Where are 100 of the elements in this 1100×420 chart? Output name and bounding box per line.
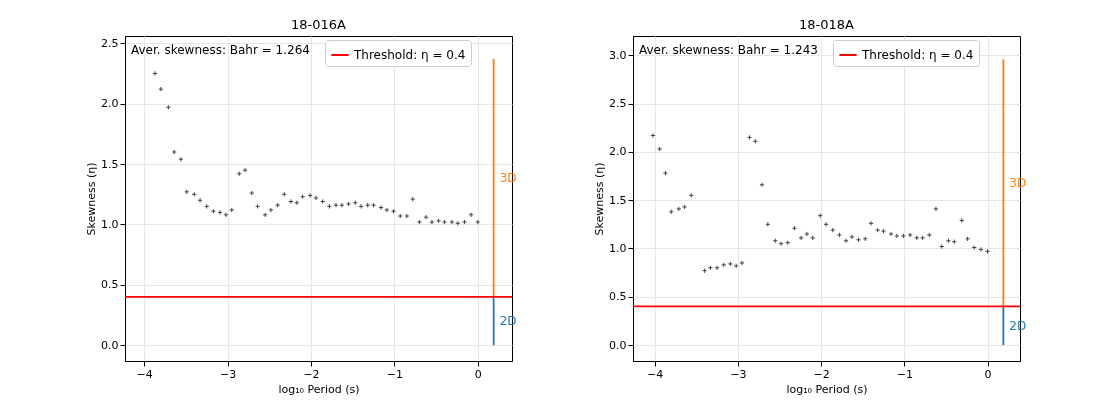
point [707, 265, 714, 271]
point [733, 263, 739, 269]
point [900, 233, 907, 239]
point [810, 235, 816, 241]
x-tick-label: −1 [896, 367, 913, 381]
y-tick-label: 2.5 [101, 36, 119, 50]
point [971, 244, 977, 251]
point [254, 203, 261, 209]
y-tick-label: 2.0 [101, 97, 119, 111]
point [184, 189, 190, 195]
x-tick-label: −4 [136, 367, 153, 381]
point [370, 202, 377, 208]
legend-label: Threshold: η = 0.4 [861, 48, 974, 62]
point [358, 203, 364, 209]
point [875, 227, 881, 233]
point [714, 265, 720, 271]
annotation: Aver. skewness: Bahr = 1.264 [131, 43, 310, 57]
point [320, 198, 326, 205]
point [933, 206, 939, 212]
point [888, 231, 894, 237]
point [843, 238, 849, 244]
point [964, 236, 971, 242]
annotation: Aver. skewness: Bahr = 1.243 [639, 43, 818, 57]
point [468, 212, 474, 218]
point [926, 232, 932, 238]
x-tick-label: −2 [303, 367, 320, 381]
point [288, 198, 294, 205]
point [855, 237, 862, 243]
point [345, 201, 352, 207]
y-tick-label: 2.0 [609, 145, 627, 159]
point [778, 241, 784, 247]
point [868, 220, 874, 226]
point [158, 86, 164, 92]
point [268, 207, 274, 213]
point [416, 219, 423, 225]
point [397, 213, 403, 219]
x-tick-label: −3 [730, 367, 747, 381]
point [223, 212, 229, 218]
point [217, 209, 223, 216]
point [242, 167, 248, 173]
point [210, 208, 217, 214]
x-tick-label: −2 [813, 367, 830, 381]
y-tick-label: 1.0 [101, 217, 119, 231]
point [721, 262, 727, 268]
y-tick-label: 2.5 [609, 97, 627, 111]
point [823, 221, 829, 227]
y-tick-label: 0.5 [101, 278, 119, 292]
point [681, 204, 688, 210]
point [307, 192, 313, 199]
point [959, 217, 965, 224]
point [339, 202, 345, 208]
point [849, 234, 855, 240]
x-tick-label: −3 [219, 367, 237, 381]
y-tick-label: 1.5 [609, 193, 627, 207]
point [441, 219, 448, 225]
point [275, 202, 281, 208]
x-tick-label: 0 [474, 367, 482, 381]
point [907, 232, 913, 238]
y-axis-title: Skewness (η) [593, 162, 607, 236]
point [657, 146, 663, 152]
point [880, 228, 887, 234]
point [945, 238, 952, 244]
point [475, 219, 481, 225]
point [435, 218, 442, 224]
y-tick-label: 1.5 [101, 157, 119, 171]
point [378, 204, 384, 211]
y-tick-label: 1.0 [609, 241, 627, 255]
point [939, 243, 945, 250]
point [249, 190, 255, 196]
chart-title: 18-016A [291, 17, 347, 32]
point [384, 207, 390, 213]
y-tick-label: 0.0 [609, 338, 627, 352]
x-tick-label: −1 [386, 367, 404, 381]
point [229, 207, 235, 213]
point [178, 156, 184, 162]
point [836, 232, 843, 238]
point [804, 231, 810, 237]
chart-title: 18-018A [799, 17, 855, 32]
point [650, 132, 656, 139]
point [830, 227, 836, 233]
point [390, 208, 397, 214]
point [791, 225, 798, 231]
point [676, 206, 682, 212]
x-tick-label: 0 [984, 367, 992, 381]
x-axis-title: log₁₀ Period (s) [278, 382, 360, 396]
point [449, 219, 455, 225]
point [197, 197, 203, 203]
point [914, 235, 920, 241]
point [746, 134, 753, 141]
point [262, 212, 268, 218]
point [984, 248, 991, 254]
point [798, 235, 804, 241]
point [171, 149, 177, 155]
y-axis-title: Skewness (η) [85, 162, 99, 236]
y-tick-label: 0.0 [101, 338, 119, 352]
x-tick-label: −4 [647, 367, 664, 381]
point [313, 195, 319, 201]
point [410, 196, 416, 202]
point [152, 70, 158, 77]
y-tick-label: 3.0 [609, 48, 627, 62]
